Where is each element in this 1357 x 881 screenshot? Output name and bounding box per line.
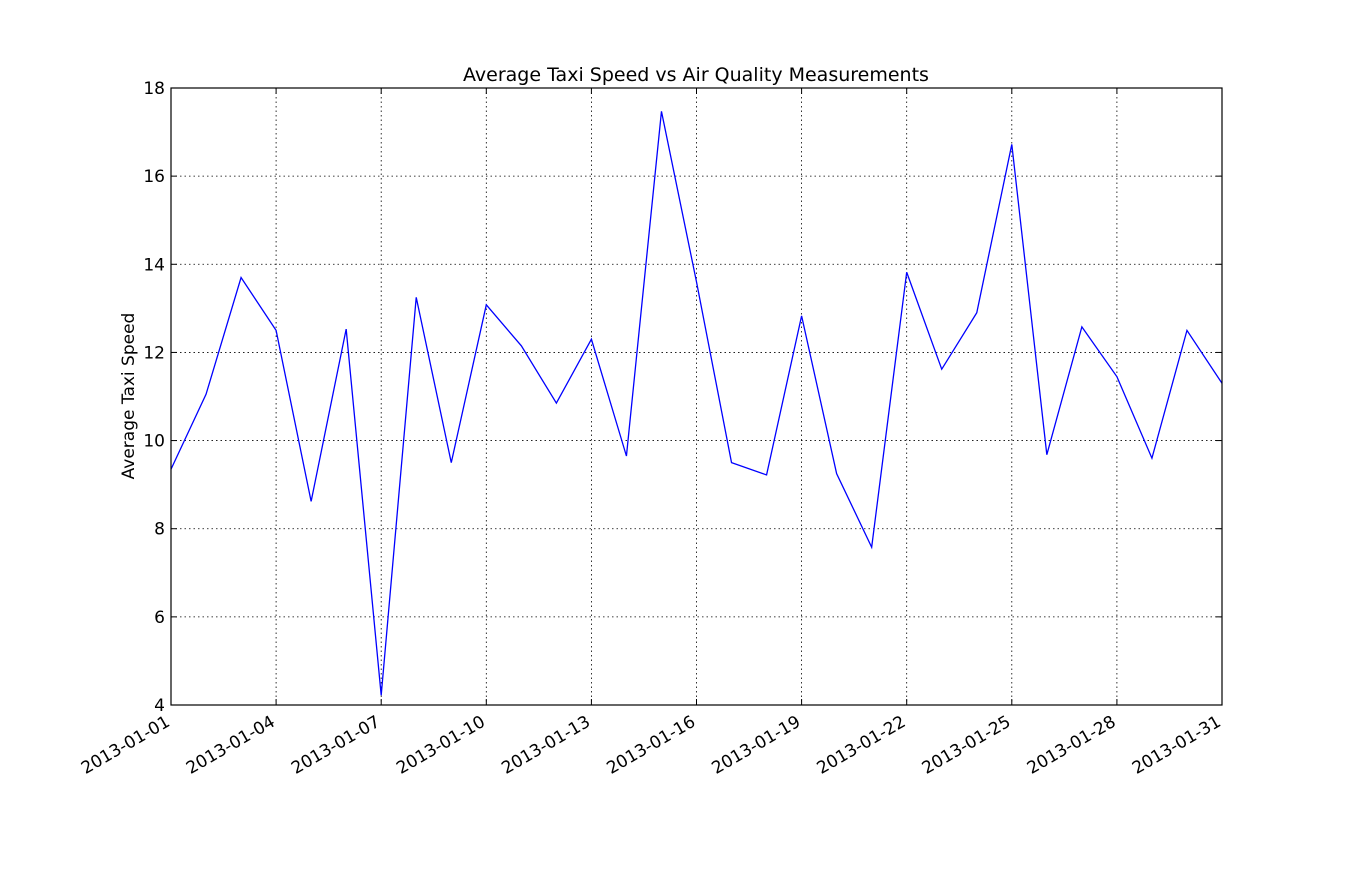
series-layer bbox=[170, 111, 1223, 696]
axis-ticks bbox=[170, 87, 1223, 706]
y-tick-label: 14 bbox=[143, 255, 165, 275]
y-tick-label: 18 bbox=[143, 79, 165, 99]
y-tick-label: 6 bbox=[154, 608, 165, 628]
y-tick-label: 10 bbox=[143, 432, 165, 452]
y-tick-label: 8 bbox=[154, 520, 165, 540]
y-tick-label: 16 bbox=[143, 167, 165, 187]
y-tick-label: 12 bbox=[143, 343, 165, 363]
chart-title: Average Taxi Speed vs Air Quality Measur… bbox=[463, 64, 929, 86]
y-tick-label: 4 bbox=[154, 696, 165, 716]
grid-lines bbox=[171, 88, 1222, 705]
y-axis-label: Average Taxi Speed bbox=[119, 313, 139, 480]
